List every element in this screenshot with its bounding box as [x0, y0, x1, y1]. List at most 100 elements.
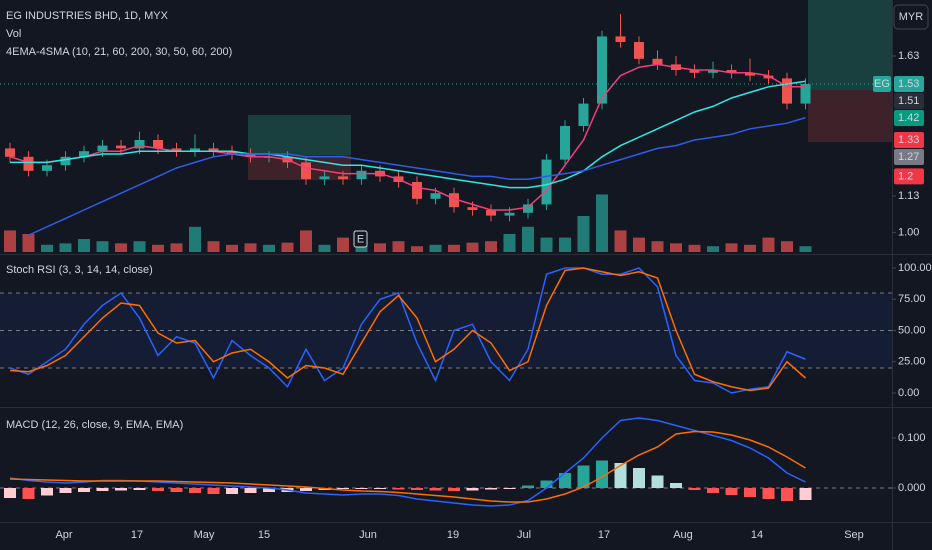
volume-bar	[263, 244, 275, 252]
candle-body	[430, 193, 441, 199]
candle-body	[97, 145, 108, 152]
price-badge	[894, 110, 924, 126]
histogram-bar	[448, 488, 460, 491]
histogram-bar	[651, 475, 664, 488]
x-tick-label: Jun	[359, 529, 377, 541]
volume-bar	[688, 244, 701, 252]
histogram-bar	[207, 488, 220, 494]
y-tick-label: 1.63	[898, 50, 919, 62]
histogram-bar	[744, 488, 756, 497]
candle-body	[356, 170, 367, 180]
long-position-profit	[808, 0, 892, 90]
volume-bar	[22, 234, 35, 252]
x-tick-label: May	[194, 529, 215, 541]
volume-bar	[392, 241, 405, 252]
volume-bar	[41, 244, 53, 252]
candle-body	[245, 154, 256, 157]
candle-body	[782, 78, 792, 104]
candle-body	[412, 182, 422, 199]
candle-body	[171, 148, 182, 152]
histogram-bar	[78, 488, 90, 492]
indicator-title: Stoch RSI (3, 3, 14, 14, close)	[6, 264, 153, 276]
candle-body	[116, 145, 126, 149]
histogram-bar	[96, 488, 109, 491]
indicator-line	[10, 80, 806, 189]
histogram-bar	[429, 488, 442, 491]
histogram-bar	[392, 488, 405, 490]
histogram-bar	[411, 488, 423, 490]
volume-bar	[133, 241, 146, 252]
candle-body	[301, 162, 311, 180]
candle-body	[578, 103, 589, 126]
histogram-bar	[337, 488, 349, 489]
histogram-bar	[115, 488, 127, 491]
candle-body	[153, 140, 163, 149]
indicator-title: MACD (12, 26, close, 9, EMA, EMA)	[6, 419, 183, 431]
histogram-bar	[466, 488, 479, 491]
volume-bar	[799, 246, 812, 252]
histogram-bar	[485, 488, 497, 490]
candle-body	[652, 58, 663, 65]
event-marker-box	[353, 230, 368, 248]
candle-body	[42, 165, 52, 171]
histogram-bar	[688, 488, 701, 490]
indicator-line	[9, 267, 806, 392]
volume-bar	[152, 244, 164, 252]
histogram-bar	[503, 488, 516, 489]
candle-body	[5, 148, 15, 157]
histogram-bar	[244, 488, 257, 493]
volume-bar	[448, 244, 460, 252]
volume-bar	[4, 230, 16, 252]
candle-body	[615, 36, 626, 42]
volume-bar	[281, 242, 294, 252]
histogram-bar	[596, 460, 608, 488]
volume-bar	[337, 237, 349, 252]
volume-bar	[170, 243, 183, 252]
histogram-bar	[152, 488, 164, 491]
price-badge-label: 1.2	[898, 170, 913, 182]
price-badge	[894, 76, 924, 92]
volume-bar	[633, 237, 645, 252]
x-tick-label: 14	[751, 529, 763, 541]
histogram-bar	[170, 488, 183, 492]
volume-bar	[577, 216, 590, 252]
histogram-bar	[633, 468, 645, 488]
volume-bar	[596, 194, 608, 252]
volume-bar	[466, 242, 479, 252]
volume-bar	[707, 246, 719, 252]
y-tick-label: 75.00	[898, 293, 926, 305]
candle-body	[800, 84, 811, 104]
indicator-line	[9, 430, 806, 503]
volume-bar	[411, 246, 423, 252]
currency-button[interactable]	[893, 4, 929, 30]
volume-bar	[762, 237, 775, 252]
symbol-title: EG INDUSTRIES BHD, 1D, MYX	[6, 10, 169, 22]
candle-body	[708, 70, 718, 73]
x-tick-label: 17	[131, 529, 143, 541]
histogram-bar	[189, 488, 201, 493]
x-tick-label: Aug	[673, 529, 693, 541]
volume-bar	[725, 243, 738, 252]
histogram-bar	[263, 488, 275, 492]
histogram-bar	[522, 485, 534, 488]
volume-bar	[651, 241, 664, 252]
x-tick-label: 19	[447, 529, 459, 541]
y-tick-label: 1.13	[898, 190, 919, 202]
currency-label[interactable]: MYR	[899, 11, 924, 23]
candle-body	[227, 151, 237, 154]
x-tick-label: Sep	[844, 529, 864, 541]
volume-bar	[559, 237, 571, 252]
symbol-tag: EG	[874, 78, 890, 90]
candle-body	[319, 176, 330, 180]
candle-body	[504, 212, 515, 216]
volume-bar	[614, 230, 627, 252]
volume-bar	[59, 243, 72, 252]
histogram-bar	[355, 488, 368, 489]
legend-label: Vol	[6, 28, 21, 40]
symbol-tag-box	[873, 76, 891, 92]
volume-bar	[355, 246, 368, 252]
histogram-bar	[374, 488, 386, 489]
candle-body	[726, 70, 737, 73]
x-tick-label: Jul	[517, 529, 531, 541]
